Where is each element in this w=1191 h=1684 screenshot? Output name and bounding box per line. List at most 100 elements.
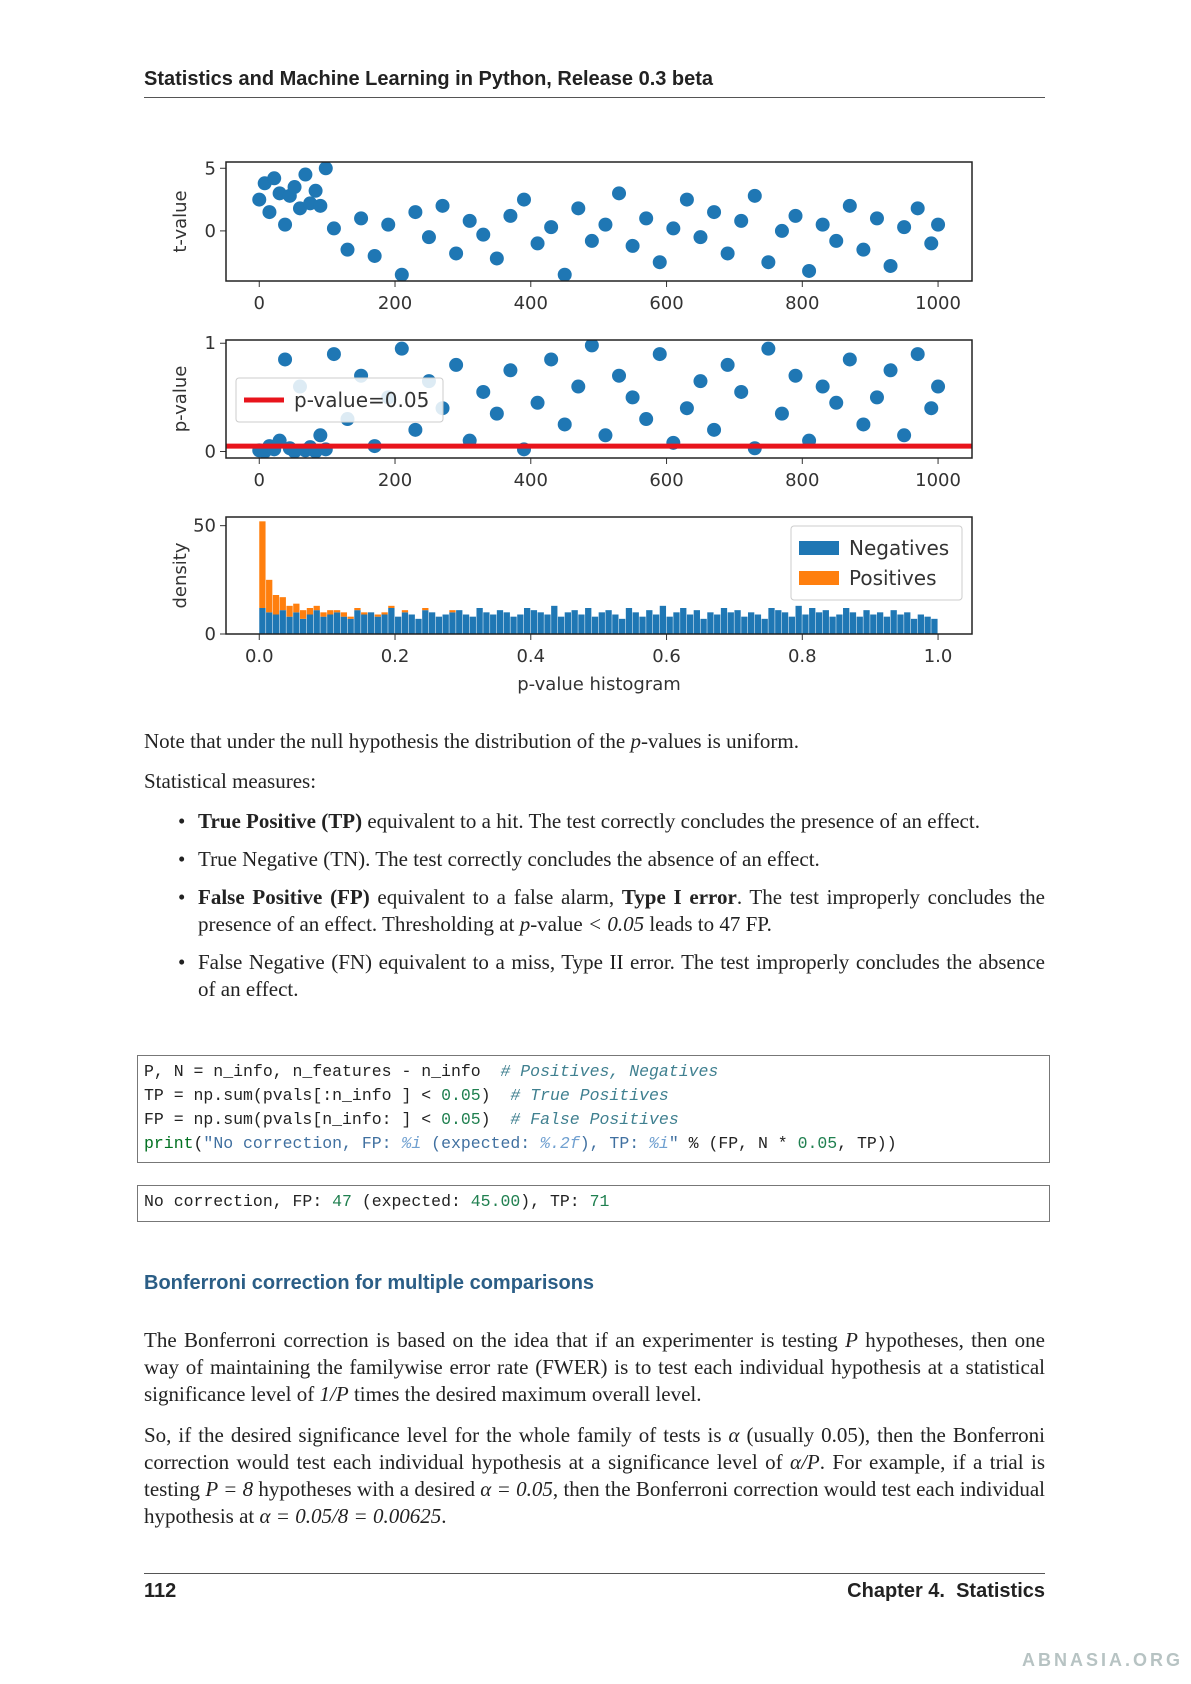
y-axis-label: p-value <box>170 366 191 433</box>
point <box>408 205 423 220</box>
x-tick-label: 0 <box>254 470 265 491</box>
bar <box>320 612 327 617</box>
bar <box>422 610 429 634</box>
bar <box>761 618 768 634</box>
text-run: hypotheses, then one way of maintaining … <box>144 1328 1045 1406</box>
point <box>734 384 749 399</box>
point <box>625 390 640 405</box>
bar <box>347 616 354 619</box>
bar <box>802 614 809 634</box>
code-token: 47 <box>332 1192 352 1211</box>
bar <box>415 618 422 634</box>
bar <box>775 610 782 634</box>
bar <box>564 612 572 634</box>
point <box>544 352 559 367</box>
text-run: False Positive (FP) <box>198 885 370 909</box>
text-run: . <box>441 1504 447 1528</box>
bar <box>693 610 700 634</box>
bar <box>720 608 728 634</box>
x-tick-label: 0.0 <box>245 646 274 667</box>
point <box>462 213 477 228</box>
point <box>842 352 857 367</box>
point <box>313 198 328 213</box>
point <box>788 368 803 383</box>
bar <box>266 612 273 634</box>
x-tick-label: 0.6 <box>652 646 681 667</box>
bar <box>619 618 626 634</box>
bar <box>632 612 639 634</box>
bar <box>333 610 341 613</box>
code-token: % (FP, N * <box>678 1134 798 1153</box>
paragraph: The Bonferroni correction is based on th… <box>144 1327 1045 1408</box>
bar <box>299 610 307 619</box>
bar <box>734 610 741 634</box>
text-run: p <box>630 729 641 753</box>
point <box>869 211 884 226</box>
code-token: ) <box>480 1086 511 1105</box>
bar <box>781 612 789 634</box>
bar <box>279 597 286 611</box>
code-token: FP = np.sum(pvals[n_info: ] < <box>144 1110 442 1129</box>
point <box>897 220 912 235</box>
bar <box>293 612 300 634</box>
point <box>503 363 518 378</box>
bar <box>931 618 938 634</box>
point <box>707 422 722 437</box>
point <box>408 422 423 437</box>
bar <box>286 616 293 634</box>
bar <box>272 595 280 615</box>
bar <box>741 616 748 634</box>
bar <box>700 618 707 634</box>
point <box>267 171 282 186</box>
bar <box>870 614 877 634</box>
point <box>278 217 293 232</box>
point <box>503 208 518 223</box>
footer-rule <box>144 1573 1045 1574</box>
point <box>354 211 369 226</box>
bar <box>401 610 409 613</box>
text-run: equivalent to a false alarm, <box>369 885 622 909</box>
point <box>557 417 572 432</box>
code-token: %i <box>401 1134 422 1153</box>
point <box>435 198 450 213</box>
x-tick-label: 200 <box>378 470 412 491</box>
point <box>774 406 789 421</box>
point <box>842 198 857 213</box>
code-token: %i <box>649 1134 669 1153</box>
bar <box>714 614 721 634</box>
point <box>544 220 559 235</box>
point <box>869 390 884 405</box>
charts: 0 200 400 600 800 1000 0 5 t-value 0 200 400 600 800 1… <box>170 158 973 695</box>
bar <box>293 603 300 613</box>
y-tick-label: 5 <box>205 158 216 179</box>
bar <box>815 612 823 634</box>
code-token: ( <box>193 1134 204 1153</box>
point <box>829 233 844 248</box>
bar <box>646 610 653 634</box>
bar <box>863 610 870 634</box>
bar <box>510 616 517 634</box>
code-token: TP = np.sum(pvals[:n_info ] < <box>144 1086 442 1105</box>
x-tick-label: 600 <box>649 293 683 314</box>
axes-frame <box>225 516 973 635</box>
text-run: < 0.05 <box>587 912 645 936</box>
point <box>761 341 776 356</box>
point <box>666 221 681 236</box>
bar <box>374 614 381 617</box>
point <box>829 395 844 410</box>
bar <box>917 614 924 634</box>
plot-area <box>252 162 946 281</box>
code-token: 0.05 <box>441 1110 481 1129</box>
bar <box>503 612 510 634</box>
text-run: Note that under the null hypothesis the … <box>144 729 631 753</box>
text-run: times the desired maximum overall level. <box>348 1382 702 1406</box>
bar <box>849 612 857 634</box>
text-run: leads to 47 FP. <box>644 912 772 936</box>
text-run: hypotheses with a desired <box>253 1477 481 1501</box>
bar <box>388 608 395 634</box>
point <box>612 186 627 201</box>
text-run: So, if the desired significance level fo… <box>144 1423 729 1447</box>
code-token: ), TP: <box>520 1192 590 1211</box>
bar <box>361 612 368 615</box>
